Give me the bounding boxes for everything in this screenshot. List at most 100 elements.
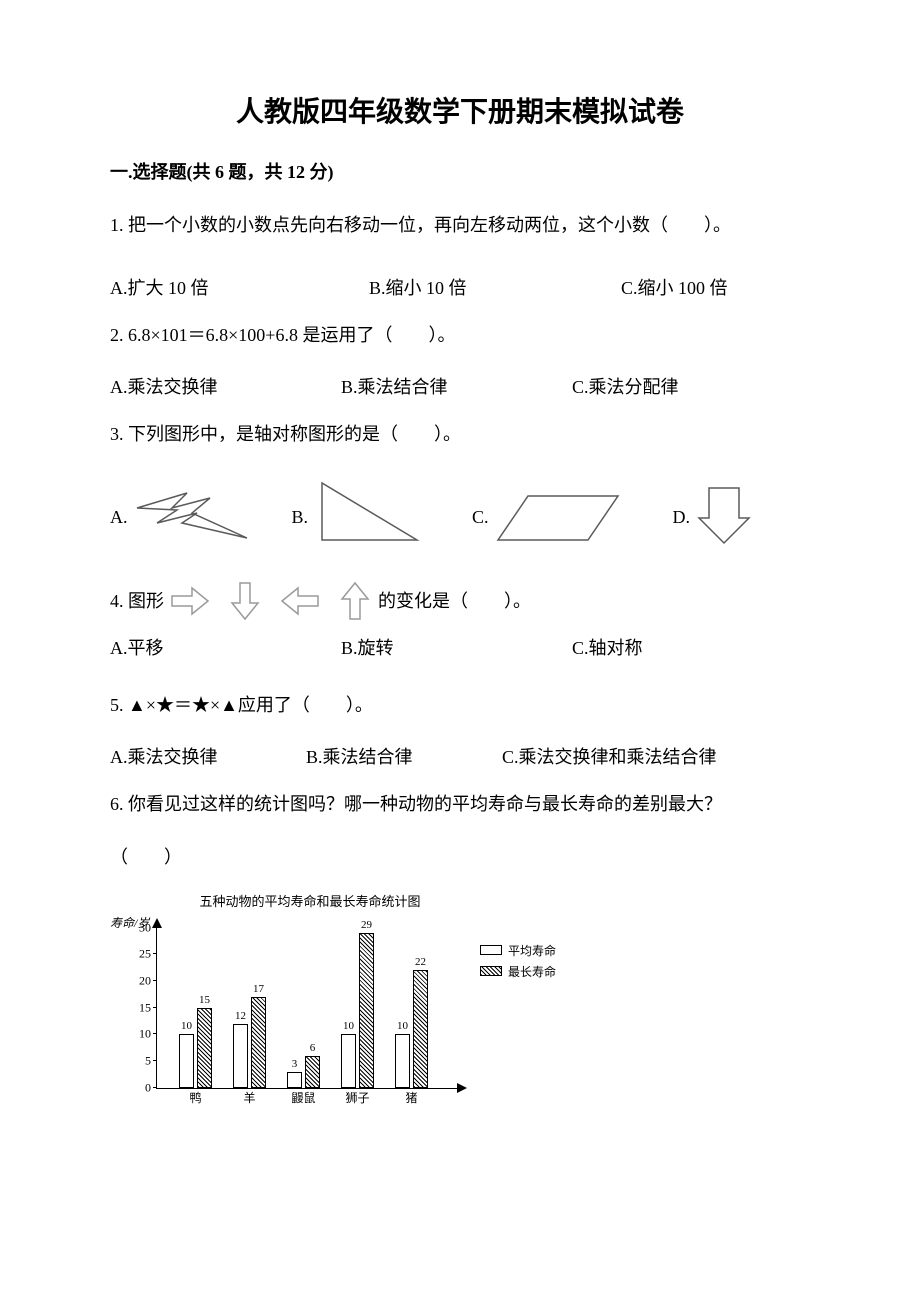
chart-y-tick: 10 [129, 1027, 151, 1042]
q4-option-c[interactable]: C.轴对称 [572, 625, 803, 672]
question-1: 1. 把一个小数的小数点先向右移动一位，再向左移动两位，这个小数（ ）。 [110, 202, 810, 249]
question-4-arrows [170, 581, 372, 621]
chart-bar-group: 1022 [395, 970, 428, 1087]
chart-y-tick: 25 [129, 947, 151, 962]
q5-option-c[interactable]: C.乘法交换律和乘法结合律 [502, 734, 810, 781]
chart-bar-max: 17 [251, 997, 266, 1088]
chart-bar-avg: 10 [395, 1034, 410, 1087]
legend-avg: 平均寿命 [480, 942, 556, 959]
q3-option-b[interactable]: B. [292, 478, 423, 548]
chart-bar-label: 15 [199, 994, 210, 1006]
q4-option-a[interactable]: A.平移 [110, 625, 341, 672]
question-6-text: 6. 你看见过这样的统计图吗？哪一种动物的平均寿命与最长寿命的差别最大？ [110, 794, 722, 814]
chart-bar-avg: 3 [287, 1072, 302, 1088]
question-5-options: A.乘法交换律 B.乘法结合律 C.乘法交换律和乘法结合律 [110, 734, 810, 781]
chart-category-label: 猪 [405, 1089, 417, 1106]
chart-bar-max: 22 [413, 970, 428, 1087]
legend-swatch-avg [480, 945, 502, 955]
q3-option-c[interactable]: C. [472, 488, 623, 548]
chart-bar-label: 17 [253, 983, 264, 995]
q4-option-b[interactable]: B.旋转 [341, 625, 572, 672]
q2-option-b[interactable]: B.乘法结合律 [341, 364, 572, 411]
chart-y-tick: 15 [129, 1000, 151, 1015]
chart-bar-group: 1029 [341, 933, 374, 1088]
legend-swatch-max [480, 966, 502, 976]
q3-label-b: B. [292, 507, 309, 548]
chart-block: 五种动物的平均寿命和最长寿命统计图 寿命/岁 0510152025301015鸭… [110, 891, 810, 1124]
question-3: 3. 下列图形中，是轴对称图形的是（ ）。 [110, 411, 810, 458]
q3-option-d[interactable]: D. [673, 483, 755, 548]
chart-category-label: 鼹鼠 [291, 1089, 315, 1106]
question-3-text: 3. 下列图形中，是轴对称图形的是（ ）。 [110, 424, 461, 444]
parallelogram-icon [493, 488, 623, 548]
page-title: 人教版四年级数学下册期末模拟试卷 [110, 90, 810, 130]
arrow-down-icon [228, 581, 262, 621]
question-5-text: 5. ▲×★＝★×▲应用了（ ）。 [110, 695, 373, 715]
q1-option-a[interactable]: A.扩大 10 倍 [110, 265, 369, 312]
q5-option-a[interactable]: A.乘法交换律 [110, 734, 306, 781]
question-1-options: A.扩大 10 倍 B.缩小 10 倍 C.缩小 100 倍 [110, 265, 810, 312]
chart-y-tick: 20 [129, 974, 151, 989]
chart-bar-group: 1015 [179, 1008, 212, 1088]
chart-y-tick: 5 [129, 1054, 151, 1069]
lightning-bolt-icon [132, 478, 252, 548]
question-6: 6. 你看见过这样的统计图吗？哪一种动物的平均寿命与最长寿命的差别最大？ [110, 781, 810, 828]
chart-bar-group: 1217 [233, 997, 266, 1088]
arrow-right-icon [170, 584, 210, 618]
question-5: 5. ▲×★＝★×▲应用了（ ）。 [110, 682, 810, 729]
chart-bar-label: 10 [397, 1020, 408, 1032]
q5-option-b[interactable]: B.乘法结合律 [306, 734, 502, 781]
legend-max: 最长寿命 [480, 963, 556, 980]
question-2: 2. 6.8×101＝6.8×100+6.8 是运用了（ ）。 [110, 312, 810, 359]
q2-option-a[interactable]: A.乘法交换律 [110, 364, 341, 411]
chart-bar-label: 22 [415, 956, 426, 968]
chart-bar-max: 6 [305, 1056, 320, 1088]
chart-bar-avg: 12 [233, 1024, 248, 1088]
section-header: 一.选择题(共 6 题，共 12 分) [110, 158, 810, 184]
chart-bar-group: 36 [287, 1056, 320, 1088]
chart-bar-avg: 10 [179, 1034, 194, 1087]
legend-label-max: 最长寿命 [508, 963, 556, 980]
chart-bar-label: 12 [235, 1010, 246, 1022]
chart-bar-max: 29 [359, 933, 374, 1088]
question-3-options: A. B. C. D. [110, 478, 810, 548]
chart-wrap: 寿命/岁 0510152025301015鸭1217羊36鼹鼠1029狮子102… [110, 914, 650, 1124]
chart-y-tick: 0 [129, 1080, 151, 1095]
q2-option-c[interactable]: C.乘法分配律 [572, 364, 803, 411]
question-2-options: A.乘法交换律 B.乘法结合律 C.乘法分配律 [110, 364, 810, 411]
question-4-suffix: 的变化是（ ）。 [378, 578, 531, 625]
chart-bar-label: 10 [181, 1020, 192, 1032]
chart-category-label: 羊 [243, 1089, 255, 1106]
chart-title: 五种动物的平均寿命和最长寿命统计图 [150, 891, 470, 910]
question-1-text: 1. 把一个小数的小数点先向右移动一位，再向左移动两位，这个小数（ ）。 [110, 215, 731, 235]
q1-option-b[interactable]: B.缩小 10 倍 [369, 265, 621, 312]
chart-bar-avg: 10 [341, 1034, 356, 1087]
chart-category-label: 鸭 [189, 1089, 201, 1106]
y-axis-arrowhead-icon [152, 918, 162, 930]
question-4-options: A.平移 B.旋转 C.轴对称 [110, 625, 810, 672]
down-arrow-shape-icon [694, 483, 754, 548]
chart-bar-max: 15 [197, 1008, 212, 1088]
question-4: 4. 图形 的变化是（ ）。 [110, 578, 810, 625]
q1-option-c[interactable]: C.缩小 100 倍 [621, 265, 810, 312]
q3-option-a[interactable]: A. [110, 478, 252, 548]
chart-axes: 0510152025301015鸭1217羊36鼹鼠1029狮子1022猪 [156, 928, 457, 1089]
chart-category-label: 狮子 [345, 1089, 369, 1106]
x-axis-arrowhead-icon [455, 1083, 467, 1093]
chart-bar-label: 10 [343, 1020, 354, 1032]
question-4-prefix: 4. 图形 [110, 578, 164, 625]
question-2-text: 2. 6.8×101＝6.8×100+6.8 是运用了（ ）。 [110, 325, 455, 345]
arrow-up-icon [338, 581, 372, 621]
arrow-left-icon [280, 584, 320, 618]
chart-y-tick: 30 [129, 920, 151, 935]
legend-label-avg: 平均寿命 [508, 942, 556, 959]
q3-label-d: D. [673, 507, 691, 548]
chart-bar-label: 29 [361, 919, 372, 931]
chart-bar-label: 6 [310, 1042, 316, 1054]
q3-label-c: C. [472, 507, 489, 548]
question-6-paren: （ ） [110, 834, 810, 881]
chart-bar-label: 3 [292, 1058, 298, 1070]
right-triangle-icon [312, 478, 422, 548]
q3-label-a: A. [110, 507, 128, 548]
chart-legend: 平均寿命 最长寿命 [480, 942, 556, 984]
